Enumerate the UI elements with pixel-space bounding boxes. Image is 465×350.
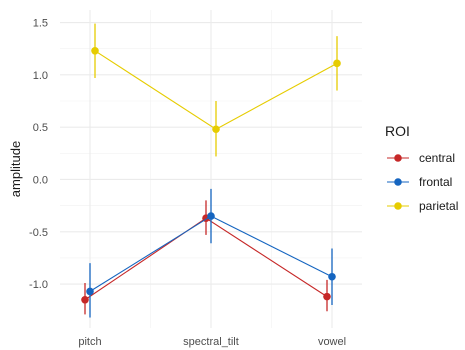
legend-item-parietal: parietal xyxy=(387,199,458,213)
x-axis-ticks: pitch spectral_tilt vowel xyxy=(78,336,346,348)
y-tick-label: -1.0 xyxy=(29,279,48,291)
data-point xyxy=(323,292,331,301)
legend-item-frontal: frontal xyxy=(387,175,452,189)
legend-label: central xyxy=(419,151,455,165)
series-parietal xyxy=(91,23,341,157)
y-tick-label: 1.0 xyxy=(33,70,48,82)
legend-label: parietal xyxy=(419,199,458,213)
legend-key-point xyxy=(394,202,402,210)
data-point xyxy=(207,212,215,220)
legend-title: ROI xyxy=(385,123,410,139)
data-point xyxy=(328,272,336,281)
x-tick-label: spectral_tilt xyxy=(183,336,239,348)
series-frontal xyxy=(86,188,336,318)
data-point xyxy=(86,287,94,296)
series xyxy=(81,23,341,318)
legend-label: frontal xyxy=(419,175,452,189)
x-tick-label: pitch xyxy=(78,336,101,348)
data-point xyxy=(81,295,89,304)
legend: ROI central frontal parietal xyxy=(385,123,458,213)
y-tick-label: 0.5 xyxy=(33,122,48,134)
y-axis-ticks: 1.5 1.0 0.5 0.0 -0.5 -1.0 xyxy=(29,18,48,292)
x-tick-label: vowel xyxy=(318,336,346,348)
y-tick-label: 1.5 xyxy=(33,18,48,30)
data-point xyxy=(333,59,341,68)
data-point xyxy=(212,125,220,134)
y-tick-label: 0.0 xyxy=(33,174,48,186)
y-axis-title: amplitude xyxy=(8,141,23,197)
legend-item-central: central xyxy=(387,151,455,165)
y-tick-label: -0.5 xyxy=(29,227,48,239)
data-point xyxy=(91,46,99,55)
legend-key-point xyxy=(394,154,402,162)
legend-key-point xyxy=(394,178,402,186)
